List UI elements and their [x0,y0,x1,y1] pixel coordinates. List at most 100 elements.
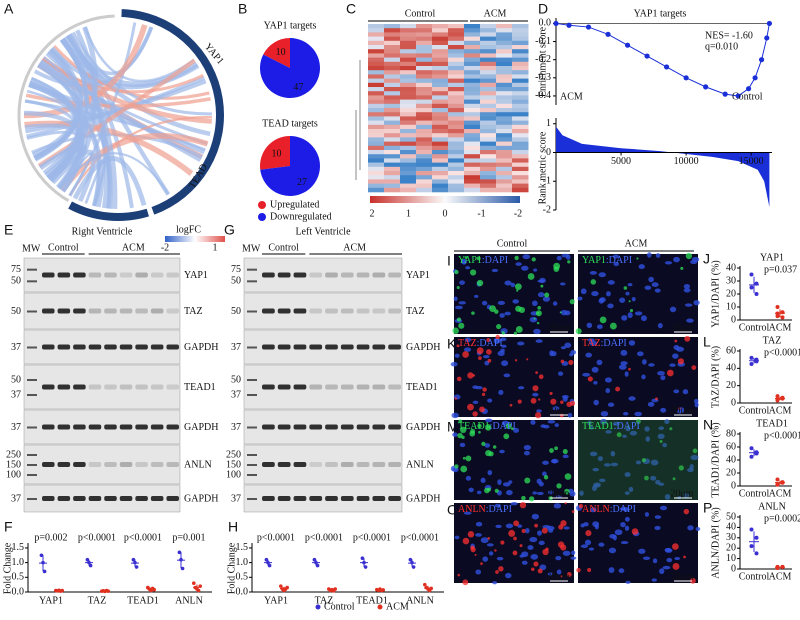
nucleus [541,471,547,477]
data-point [780,310,785,315]
nucleus [536,478,542,484]
nucleus [620,521,626,528]
nucleus [596,359,603,366]
heatmap-cell [400,179,417,184]
nucleus [647,252,652,258]
band [293,344,307,350]
heatmap-cell [384,137,401,142]
band [340,496,354,501]
stain-spot [672,477,676,481]
heatmap-cell [384,61,401,67]
band [104,272,117,278]
heatmap-cell [496,95,513,100]
stain-spot [564,473,572,480]
heatmap-cell [464,91,481,96]
y-tick-label: 0.5 [236,572,249,583]
es-point [664,64,670,70]
band [135,424,148,430]
legend-swatch [377,604,383,610]
heatmap-cell [368,137,385,142]
heatmap-cell [416,95,433,100]
heatmap-cell [512,66,529,71]
data-point [749,454,754,459]
heatmap-cell [384,28,401,33]
nucleus [687,467,694,473]
stain-spot [540,284,544,288]
nucleus [589,425,594,430]
stain-spot [666,369,674,377]
heatmap-cell [512,154,529,159]
es-point [703,84,709,90]
stain-spot [553,262,561,270]
stain-spot [543,475,549,480]
heatmap-cell [512,120,529,126]
es-point [735,93,741,99]
y-axis-label: Fold Change [226,542,237,594]
heatmap-cell [480,137,497,142]
nucleus [657,370,665,376]
mw-label: 250 [226,449,241,460]
scale-bar: 20μm [670,488,693,499]
band [309,344,323,350]
heatmap-cell [496,162,513,168]
p-value: p<0.0001 [305,532,343,543]
band [293,384,307,390]
data-point [315,563,320,568]
nucleus [537,292,545,298]
legend-tick: -2 [161,242,169,253]
nucleus [454,535,460,540]
nucleus [610,450,616,457]
nucleus [647,401,655,407]
heatmap-cell [416,53,433,58]
pie-slice [260,136,321,197]
nucleus [515,262,522,266]
band [325,496,338,501]
nucleus [552,301,558,306]
heatmap-cell [432,137,449,142]
band [340,272,354,278]
ladder-band [247,379,257,381]
y-axis-label: Enrichment score [537,26,548,97]
group-label: Control [268,242,299,253]
data-point [266,560,270,565]
band [356,496,370,501]
heatmap-cell [496,40,513,46]
heatmap-cell [400,129,417,134]
heatmap-cell [432,162,449,168]
colorbar-tick: -1 [477,208,485,219]
band [166,272,179,278]
band [73,272,86,278]
stain-spot [538,398,541,401]
nucleus [538,540,545,546]
blot-title: Right Ventricle [72,226,133,237]
y-tick-label: 0 [731,563,736,574]
heatmap-cell [512,82,529,88]
nucleus [461,258,467,265]
stain-spot [460,465,468,473]
heatmap-cell [432,91,449,96]
heatmap-cell [512,175,529,180]
heatmap-cell [512,49,529,54]
stain-spot [492,445,497,449]
heatmap-cell [464,124,481,130]
nucleus [641,374,646,380]
band [388,384,401,390]
heatmap-cell [432,150,449,155]
stain-spot [683,508,690,515]
heatmap-cell [400,171,417,176]
heatmap-cell [416,158,433,163]
y-tick-label: -2 [543,204,551,215]
band [135,384,148,390]
x-tick-label: ACM [769,322,792,333]
nucleus [453,296,458,302]
band [262,272,275,278]
band [277,344,291,350]
stain-spot [659,439,663,443]
nucleus [524,527,530,534]
stain-spot [511,427,514,431]
nucleus [650,459,659,466]
heatmap-cell [496,53,513,58]
heatmap-cell [512,124,529,130]
nucleus [645,436,651,442]
band [150,462,164,467]
